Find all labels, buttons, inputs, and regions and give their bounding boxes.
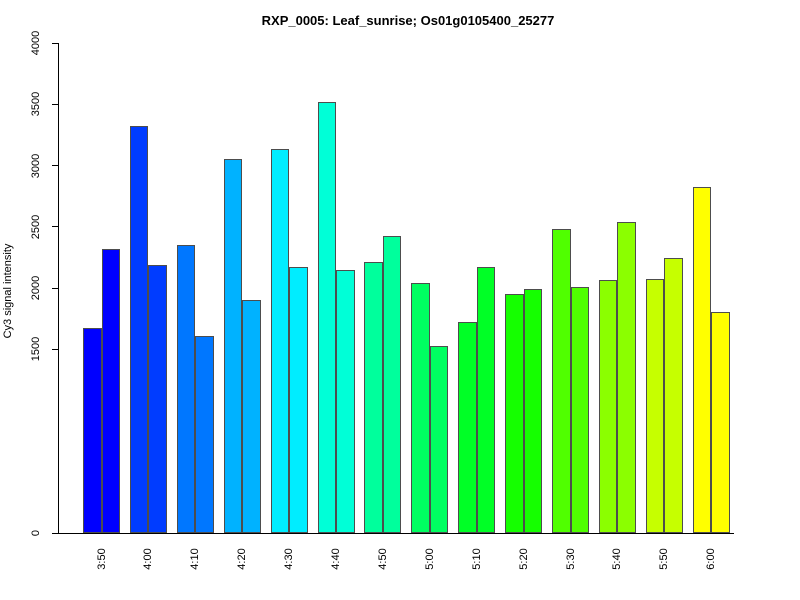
x-tick-label: 4:30 [283,548,296,570]
bar [711,312,730,533]
bar [645,279,665,533]
plot-area: 3:50 4:00 4:10 4:20 4:30 4:40 4:50 5:00 5:10 5:20… [30,31,734,570]
bar [552,229,571,533]
y-tick-label: 4000 [30,30,42,56]
bar [289,267,308,533]
y-axis-tick [52,165,59,166]
x-tick-label: 4:20 [236,548,249,570]
bar [664,258,683,533]
bar [270,149,290,533]
bar [523,289,543,533]
x-tick-label: 5:00 [423,548,436,570]
x-tick-label: 5:10 [470,548,483,570]
y-tick-label: 1500 [30,337,42,362]
bar [692,187,712,533]
x-tick-label: 5:40 [611,548,624,570]
y-axis-tick [52,226,59,228]
bar [382,236,402,533]
bar [411,283,430,533]
x-tick-label: 4:00 [142,548,155,570]
bar [317,102,336,533]
y-axis-tick [52,348,59,350]
y-tick-label: 3500 [30,92,42,117]
x-tick-label: 5:20 [517,548,530,570]
y-axis-tick [52,287,59,289]
y-axis-tick [52,42,59,44]
y-axis-tick [52,532,59,534]
x-tick-label: 4:40 [330,548,342,570]
bar [176,245,196,533]
bar [476,267,496,533]
bar [570,287,589,533]
y-tick-label: 3000 [30,153,42,178]
bar [336,270,355,533]
bar [617,222,636,533]
y-tick-label: 2500 [30,214,42,239]
bar [223,159,243,533]
x-tick-label: 3:50 [95,548,108,570]
y-axis-tick [52,103,59,105]
x-tick-label: 5:50 [658,548,671,570]
bar [101,249,120,533]
bar [429,346,449,533]
bar [458,322,477,533]
x-tick-label: 6:00 [705,548,718,570]
y-axis-title: Cy3 signal intensity [2,243,14,339]
y-tick-label: 0 [30,529,42,537]
x-tick-label: 4:50 [376,548,389,570]
x-tick-label: 5:30 [564,548,577,570]
bar [505,294,524,533]
bar [242,300,261,533]
x-tick-label: 4:10 [189,548,202,570]
chart-title: RXP_0005: Leaf_sunrise; Os01g0105400_252… [261,13,555,28]
bar [83,328,102,533]
bar [598,280,618,533]
bar [129,126,149,533]
bar [148,265,167,533]
bar [195,336,214,533]
bar [364,262,383,533]
y-tick-label: 2000 [30,275,42,301]
